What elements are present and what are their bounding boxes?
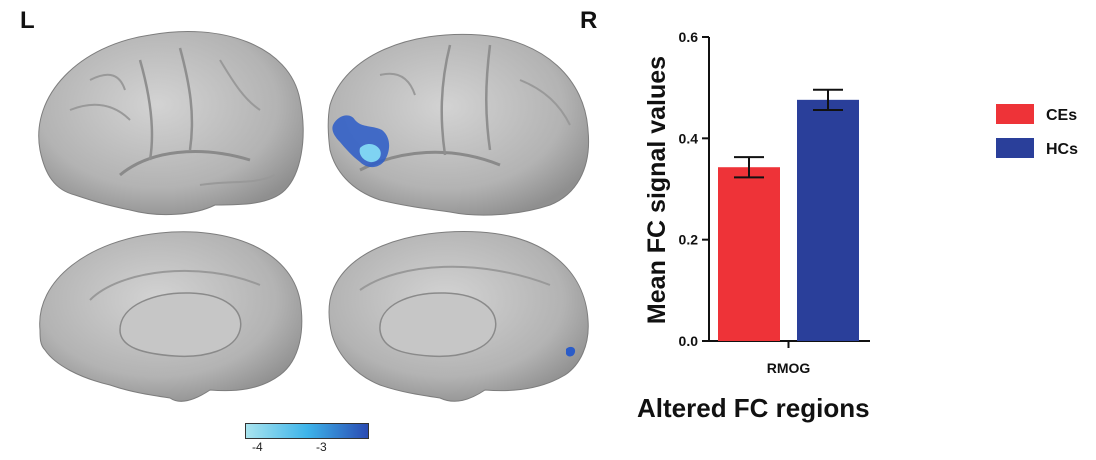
colorbar-tick-low: -4 — [252, 440, 263, 454]
y-tick-label: 0.4 — [679, 130, 699, 146]
chart-legend: CEs HCs — [996, 104, 1078, 158]
y-tick-label: 0.6 — [679, 29, 699, 45]
y-tick-label: 0.0 — [679, 333, 699, 349]
y-axis-label: Mean FC signal values — [643, 56, 671, 324]
legend-swatch-ces — [996, 104, 1034, 124]
x-tick-label: RMOG — [767, 360, 811, 376]
legend-swatch-hcs — [996, 138, 1034, 158]
right-lateral-brain — [327, 33, 590, 216]
legend-label-hcs: HCs — [1046, 141, 1078, 158]
legend-label-ces: CEs — [1046, 107, 1077, 124]
bar-ces — [718, 167, 780, 341]
left-medial-brain — [39, 231, 303, 402]
y-tick-label: 0.2 — [679, 232, 699, 248]
brain-surface-renders — [38, 30, 590, 402]
right-hemisphere-label: R — [580, 7, 598, 34]
colorbar-tick-high: -3 — [316, 440, 327, 454]
x-axis-label: Altered FC regions — [637, 393, 870, 423]
left-lateral-brain — [38, 30, 304, 216]
chart-bars — [718, 88, 859, 342]
colorbar: -4 -3 — [245, 423, 369, 457]
left-hemisphere-label: L — [20, 7, 35, 34]
bar-hcs — [797, 99, 859, 342]
colorbar-gradient — [245, 423, 369, 439]
bar-chart: 0.0 0.2 0.4 0.6 RMOG CEs HCs Mean FC signal v… — [643, 29, 1078, 376]
right-medial-brain — [328, 231, 589, 402]
